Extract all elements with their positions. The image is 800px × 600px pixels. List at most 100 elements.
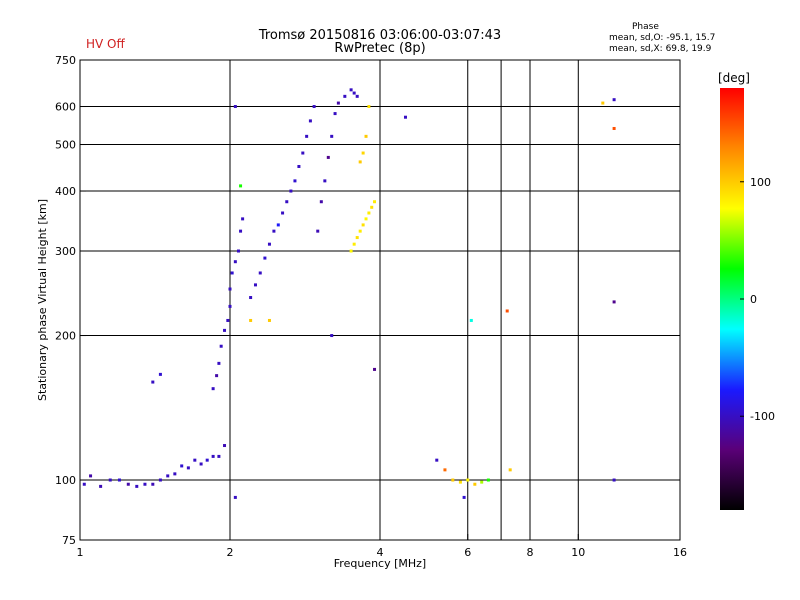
data-point: [281, 211, 285, 215]
y-axis-ticks: 75 100 200 300 400 500 600 750: [55, 54, 86, 547]
x-tick-label: 8: [527, 546, 534, 559]
colorbar-ticks: 100 0 -100: [740, 176, 775, 423]
data-point: [233, 260, 237, 264]
data-point: [462, 495, 466, 499]
data-point: [486, 478, 490, 482]
data-point: [403, 115, 407, 119]
data-point: [219, 344, 223, 348]
colorbar-tick-label: 0: [750, 293, 757, 306]
data-point: [326, 155, 330, 159]
data-point: [469, 318, 473, 322]
data-point: [239, 184, 243, 188]
data-point: [361, 151, 365, 155]
data-point: [358, 229, 362, 233]
data-point: [99, 484, 103, 488]
colorbar-tick-label: -100: [750, 410, 775, 423]
y-tick-label: 400: [55, 185, 76, 198]
data-point: [82, 482, 86, 486]
data-point: [239, 229, 243, 233]
data-point: [355, 236, 359, 240]
y-axis-label: Stationary phase Virtual Height [km]: [36, 199, 49, 401]
data-point: [226, 318, 230, 322]
data-point: [108, 478, 112, 482]
x-tick-label: 2: [227, 546, 234, 559]
data-point: [352, 242, 356, 246]
data-point: [349, 88, 353, 92]
data-point: [126, 482, 130, 486]
data-point: [233, 105, 237, 109]
phase-stats-heading: Phase: [632, 22, 659, 32]
data-point: [601, 101, 605, 105]
data-point: [308, 119, 312, 123]
data-point: [333, 112, 337, 116]
data-point: [508, 468, 512, 472]
data-point: [319, 200, 323, 204]
phase-stats-x: mean, sd,X: 69.8, 19.9: [609, 44, 712, 54]
data-point: [301, 151, 305, 155]
data-point: [373, 200, 377, 204]
data-point: [473, 482, 477, 486]
x-tick-label: 16: [673, 546, 687, 559]
data-point: [193, 458, 197, 462]
data-point: [135, 484, 139, 488]
data-point: [258, 271, 262, 275]
x-axis-label: Frequency [MHz]: [334, 557, 426, 570]
data-point: [505, 309, 509, 313]
colorbar-label: [deg]: [718, 71, 750, 85]
data-point: [323, 179, 327, 183]
x-tick-label: 1: [77, 546, 84, 559]
data-point: [612, 300, 616, 304]
y-tick-label: 500: [55, 139, 76, 152]
data-point: [276, 223, 280, 227]
data-point: [151, 482, 155, 486]
data-point: [364, 134, 368, 138]
data-point: [316, 229, 320, 233]
y-tick-label: 75: [62, 534, 76, 547]
data-point: [223, 328, 227, 332]
data-point: [336, 101, 340, 105]
data-point: [272, 229, 276, 233]
data-point: [158, 372, 162, 376]
data-point: [267, 318, 271, 322]
data-point: [217, 361, 221, 365]
data-point: [466, 478, 470, 482]
data-point: [223, 444, 227, 448]
data-point: [330, 334, 334, 338]
data-point: [352, 91, 356, 95]
hv-status: HV Off: [86, 37, 125, 51]
phase-stats-o: mean, sd,O: -95.1, 15.7: [609, 33, 716, 43]
data-point: [205, 458, 209, 462]
data-point: [297, 164, 301, 168]
data-point: [480, 480, 484, 484]
data-point: [233, 495, 237, 499]
y-tick-label: 100: [55, 474, 76, 487]
data-point: [349, 249, 353, 253]
data-point: [355, 94, 359, 98]
data-point: [253, 283, 257, 287]
x-axis-ticks: 1 2 4 6 8 10 16: [77, 534, 687, 559]
y-tick-label: 200: [55, 330, 76, 343]
data-point: [186, 466, 190, 470]
data-point: [211, 454, 215, 458]
data-point: [249, 296, 253, 300]
data-point: [89, 474, 93, 478]
data-point: [180, 464, 184, 468]
data-point: [166, 474, 170, 478]
x-tick-label: 6: [464, 546, 471, 559]
data-point: [230, 271, 234, 275]
data-point: [293, 179, 297, 183]
y-tick-label: 750: [55, 54, 76, 67]
data-point: [228, 287, 232, 291]
data-point: [215, 374, 219, 378]
data-point: [364, 217, 368, 221]
data-point: [289, 189, 293, 193]
data-point: [143, 482, 147, 486]
data-point: [173, 472, 177, 476]
data-point: [343, 94, 347, 98]
x-tick-label: 10: [571, 546, 585, 559]
data-point: [451, 478, 455, 482]
data-point: [443, 468, 447, 472]
data-point: [361, 223, 365, 227]
y-tick-label: 300: [55, 245, 76, 258]
